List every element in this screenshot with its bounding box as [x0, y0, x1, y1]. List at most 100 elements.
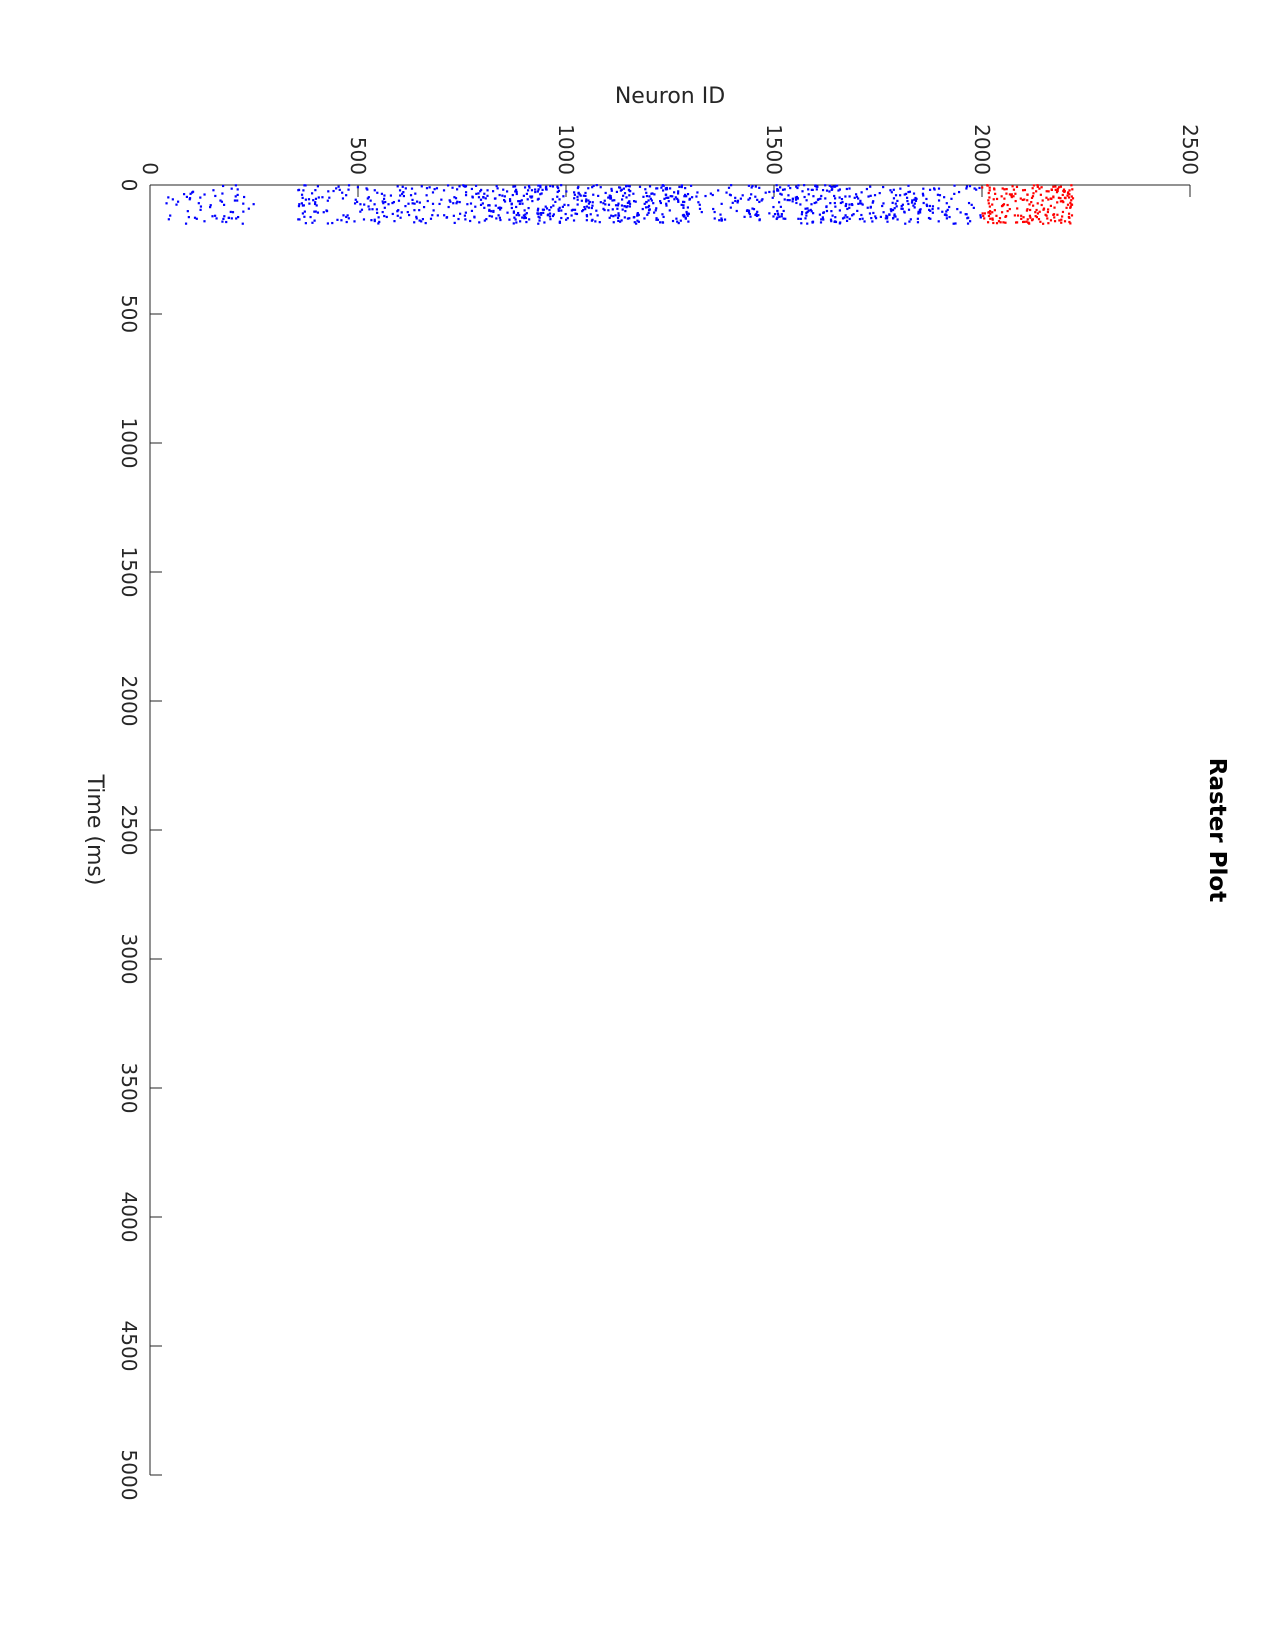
spike-dot-blue: [580, 199, 583, 202]
spike-dot-red: [1036, 212, 1040, 215]
spike-dot-blue: [943, 196, 946, 199]
spike-dot-blue: [536, 198, 539, 201]
x-tick-label: 1000: [117, 418, 141, 469]
spike-dot-blue: [616, 207, 619, 210]
spike-dot-blue: [879, 215, 882, 219]
spike-dot-blue: [499, 218, 502, 222]
spike-dot-red: [1029, 216, 1032, 219]
spike-dot-blue: [643, 202, 646, 205]
spike-dot-blue: [809, 208, 812, 212]
spike-dot-blue: [612, 221, 615, 224]
spike-dot-blue: [623, 216, 626, 219]
spike-dot-blue: [347, 184, 351, 187]
spike-dot-blue: [834, 205, 837, 208]
spike-dot-blue: [841, 217, 845, 220]
spike-dot-blue: [443, 214, 446, 217]
spike-dot-blue: [484, 197, 487, 200]
spike-dot-red: [1002, 221, 1005, 224]
spike-dot-blue: [892, 188, 895, 191]
spike-dot-blue: [558, 198, 561, 201]
spike-dot-blue: [184, 222, 188, 225]
spike-dot-blue: [316, 185, 320, 188]
spike-dot-blue: [609, 196, 613, 200]
spike-dot-blue: [367, 205, 370, 208]
spike-dot-blue: [519, 200, 522, 203]
spike-dot-red: [1037, 218, 1041, 221]
spike-dot-blue: [359, 203, 362, 206]
spike-dot-blue: [490, 215, 494, 218]
spike-dot-blue: [479, 190, 482, 193]
spike-dot-blue: [602, 207, 605, 210]
spike-dot-blue: [664, 193, 668, 196]
spike-dot-blue: [903, 210, 906, 213]
spike-dot-red: [1020, 214, 1023, 217]
spike-dot-blue: [556, 190, 559, 194]
spike-dot-blue: [645, 191, 648, 194]
spike-dot-blue: [326, 222, 329, 225]
spike-dot-red: [1060, 221, 1063, 224]
spike-dot-blue: [340, 219, 343, 222]
spike-dot-blue: [671, 195, 674, 198]
spike-dot-red: [1063, 190, 1066, 193]
spike-dot-blue: [242, 202, 245, 205]
spike-dot-blue: [882, 211, 885, 214]
spike-dot-blue: [585, 214, 588, 217]
spike-dot-blue: [801, 210, 804, 214]
spike-dot-red: [1032, 192, 1035, 195]
spike-dot-blue: [698, 207, 702, 210]
spike-dot-blue: [751, 184, 754, 188]
spike-dot-blue: [314, 210, 317, 213]
spike-dot-blue: [590, 219, 593, 222]
spike-dot-blue: [610, 189, 613, 192]
spike-dot-blue: [979, 214, 982, 217]
spike-dot-blue: [772, 215, 775, 218]
spike-dot-blue: [544, 205, 547, 208]
spike-dot-blue: [373, 219, 376, 223]
spike-dot-blue: [794, 198, 798, 201]
spike-dot-blue: [815, 201, 818, 204]
spike-dot-blue: [383, 206, 386, 209]
spike-dot-blue: [680, 203, 683, 206]
spike-dot-blue: [596, 214, 599, 217]
spike-dot-blue: [165, 202, 168, 205]
spike-dot-blue: [907, 184, 910, 187]
spike-dot-blue: [382, 202, 385, 205]
spike-dot-blue: [619, 220, 622, 223]
spike-dot-blue: [791, 197, 794, 201]
spike-dot-red: [988, 189, 991, 192]
y-axis-label: Neuron ID: [615, 84, 725, 109]
spike-dot-blue: [922, 194, 925, 197]
spike-dot-blue: [654, 209, 657, 212]
spike-dot-blue: [771, 196, 774, 199]
spike-dot-blue: [418, 201, 421, 204]
spike-dot-red: [982, 214, 985, 218]
spike-dot-blue: [432, 209, 435, 212]
spike-dot-blue: [812, 212, 815, 215]
spike-dot-blue: [541, 188, 544, 191]
spike-dot-blue: [937, 187, 941, 190]
spike-dot-red: [1067, 212, 1071, 215]
spike-dot-blue: [428, 186, 431, 189]
spike-dot-blue: [453, 221, 456, 224]
spike-dot-blue: [353, 220, 356, 223]
spike-dot-blue: [620, 188, 623, 191]
spike-dot-blue: [599, 186, 602, 189]
spike-dot-blue: [303, 215, 306, 218]
spike-dot-blue: [587, 206, 590, 209]
spike-dot-blue: [167, 218, 170, 221]
spike-dot-blue: [641, 207, 644, 211]
spike-dot-blue: [497, 214, 500, 217]
spike-dot-blue: [648, 195, 651, 198]
spike-dot-blue: [451, 186, 454, 189]
spike-dot-red: [1050, 188, 1053, 191]
spike-dot-blue: [495, 185, 498, 188]
spike-dot-blue: [666, 196, 669, 199]
spike-dot-red: [1069, 222, 1072, 225]
spike-dot-blue: [538, 219, 541, 222]
spike-dot-blue: [896, 218, 899, 221]
spike-dot-blue: [859, 199, 862, 202]
spike-dot-blue: [234, 195, 237, 198]
spike-dot-blue: [937, 220, 940, 223]
spike-dot-blue: [539, 184, 542, 187]
spike-dot-blue: [549, 184, 552, 188]
